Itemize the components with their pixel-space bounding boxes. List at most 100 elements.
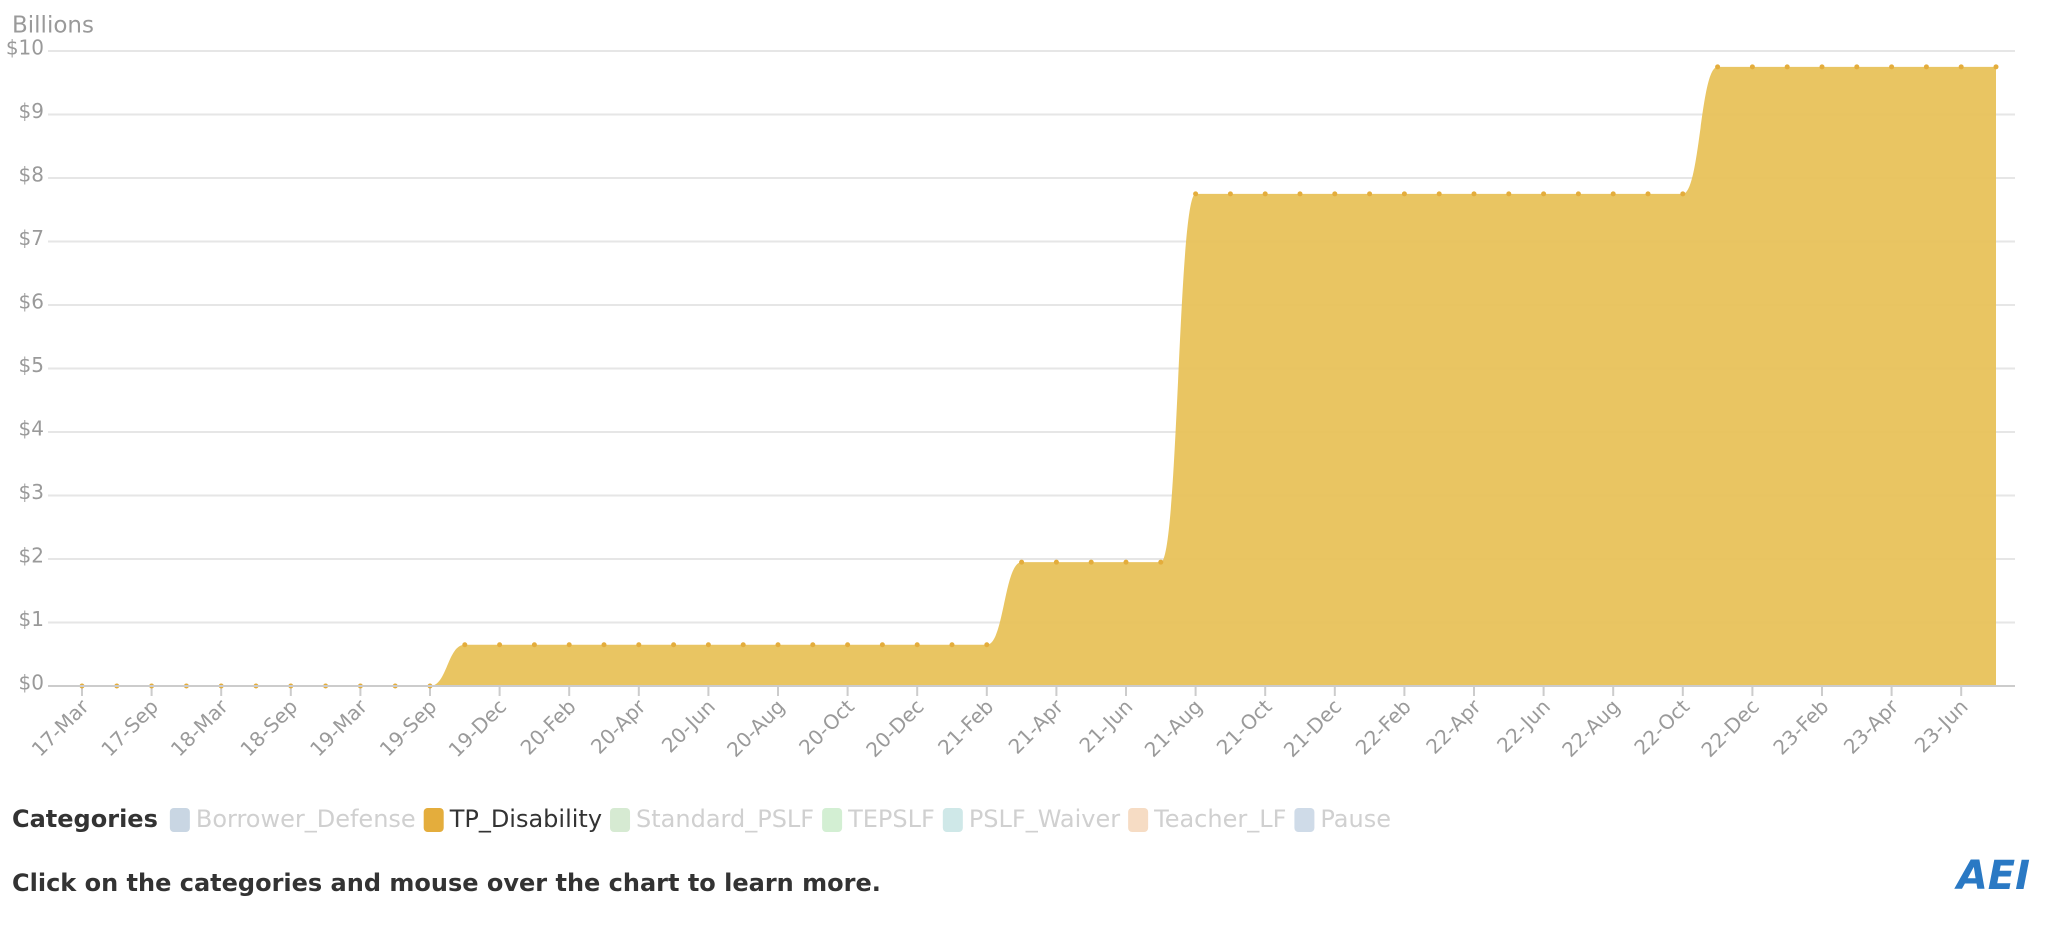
x-tick-label: 19-Dec: [444, 694, 511, 761]
point: [1123, 559, 1129, 565]
legend-label: PSLF_Waiver: [969, 805, 1120, 833]
logo-text: AEI: [1954, 853, 2030, 899]
x-tick-label: 19-Sep: [375, 694, 442, 761]
point: [1088, 559, 1094, 565]
y-tick-label: $4: [19, 417, 44, 441]
legend-item[interactable]: TP_Disability: [423, 805, 602, 833]
y-tick-label: $9: [19, 99, 44, 123]
point: [1645, 191, 1651, 197]
y-tick-label: $1: [19, 607, 44, 631]
point: [740, 642, 746, 648]
point: [705, 642, 711, 648]
point: [1262, 191, 1268, 197]
legend-swatch: [169, 808, 190, 832]
legend-item[interactable]: Borrower_Defense: [169, 805, 416, 833]
x-tick-label: 22-Dec: [1696, 694, 1763, 761]
point: [1819, 64, 1825, 70]
x-tick-label: 20-Feb: [516, 694, 581, 759]
legend-title: Categories: [12, 805, 158, 833]
y-tick-label: $5: [19, 353, 44, 377]
y-tick-label: $8: [19, 163, 44, 187]
point: [1749, 64, 1755, 70]
legend-swatch: [423, 808, 444, 832]
point: [810, 642, 816, 648]
legend-swatch: [822, 808, 843, 832]
point: [1610, 191, 1616, 197]
legend-swatch: [610, 808, 631, 832]
legend-swatch: [1128, 808, 1149, 832]
x-tick-label: 23-Feb: [1768, 694, 1833, 759]
x-tick-label: 20-Apr: [586, 694, 651, 759]
point: [1227, 191, 1233, 197]
x-tick-label: 20-Dec: [861, 694, 928, 761]
point: [1958, 64, 1964, 70]
x-tick-label: 21-Apr: [1004, 694, 1069, 759]
area: [82, 66, 1996, 686]
legend-item[interactable]: Standard_PSLF: [610, 805, 814, 833]
legend-swatch: [1294, 808, 1315, 832]
y-tick-label: $6: [19, 290, 44, 314]
x-tick-label: 20-Aug: [722, 694, 789, 761]
x-tick-label: 17-Mar: [27, 694, 94, 761]
x-tick-label: 20-Oct: [794, 694, 859, 759]
x-tick-label: 23-Jun: [1910, 694, 1973, 757]
legend-label: Borrower_Defense: [196, 805, 416, 833]
x-tick-label: 20-Jun: [657, 694, 720, 757]
x-tick-label: 21-Feb: [933, 694, 998, 759]
point: [1541, 191, 1547, 197]
x-tick-label: 19-Mar: [305, 694, 372, 761]
legend-label: TP_Disability: [449, 805, 602, 833]
point: [984, 642, 990, 648]
y-tick-label: $3: [19, 480, 44, 504]
point: [566, 642, 572, 648]
point: [1053, 559, 1059, 565]
point: [1401, 191, 1407, 197]
point: [1332, 191, 1338, 197]
legend-label: Pause: [1320, 805, 1391, 833]
point: [462, 642, 468, 648]
x-tick-label: 18-Sep: [235, 694, 302, 761]
logo: AEI: [1954, 853, 2030, 899]
point: [1471, 191, 1477, 197]
x-tick-label: 22-Oct: [1629, 694, 1694, 759]
point: [1715, 64, 1721, 70]
point: [775, 642, 781, 648]
y-axis-label: Billions: [12, 13, 94, 39]
point: [1923, 64, 1929, 70]
point: [914, 642, 920, 648]
point: [497, 642, 503, 648]
point: [601, 642, 607, 648]
point: [1158, 559, 1164, 565]
point: [1297, 191, 1303, 197]
point: [1019, 559, 1025, 565]
legend-swatch: [942, 808, 963, 832]
point: [1993, 64, 1999, 70]
legend-item[interactable]: TEPSLF: [822, 805, 935, 833]
point: [1367, 191, 1373, 197]
x-tick-label: 22-Aug: [1557, 694, 1624, 761]
point: [1436, 191, 1442, 197]
point: [1575, 191, 1581, 197]
point: [845, 642, 851, 648]
x-tick-label: 21-Jun: [1074, 694, 1137, 757]
x-tick-label: 22-Apr: [1421, 694, 1486, 759]
legend-label: Teacher_LF: [1153, 805, 1286, 833]
y-tick-label: $10: [6, 36, 44, 60]
point: [1193, 191, 1199, 197]
point: [1854, 64, 1860, 70]
legend-item[interactable]: Teacher_LF: [1128, 805, 1286, 833]
legend-label: Standard_PSLF: [636, 805, 814, 833]
point: [949, 642, 955, 648]
y-tick-label: $0: [19, 671, 44, 695]
legend-item[interactable]: Pause: [1294, 805, 1391, 833]
point: [1506, 191, 1512, 197]
point: [671, 642, 677, 648]
x-tick-label: 21-Oct: [1212, 694, 1277, 759]
x-tick-label: 21-Aug: [1140, 694, 1207, 761]
point: [531, 642, 537, 648]
legend-item[interactable]: PSLF_Waiver: [942, 805, 1120, 833]
x-tick-label: 22-Feb: [1351, 694, 1416, 759]
point: [1680, 191, 1686, 197]
